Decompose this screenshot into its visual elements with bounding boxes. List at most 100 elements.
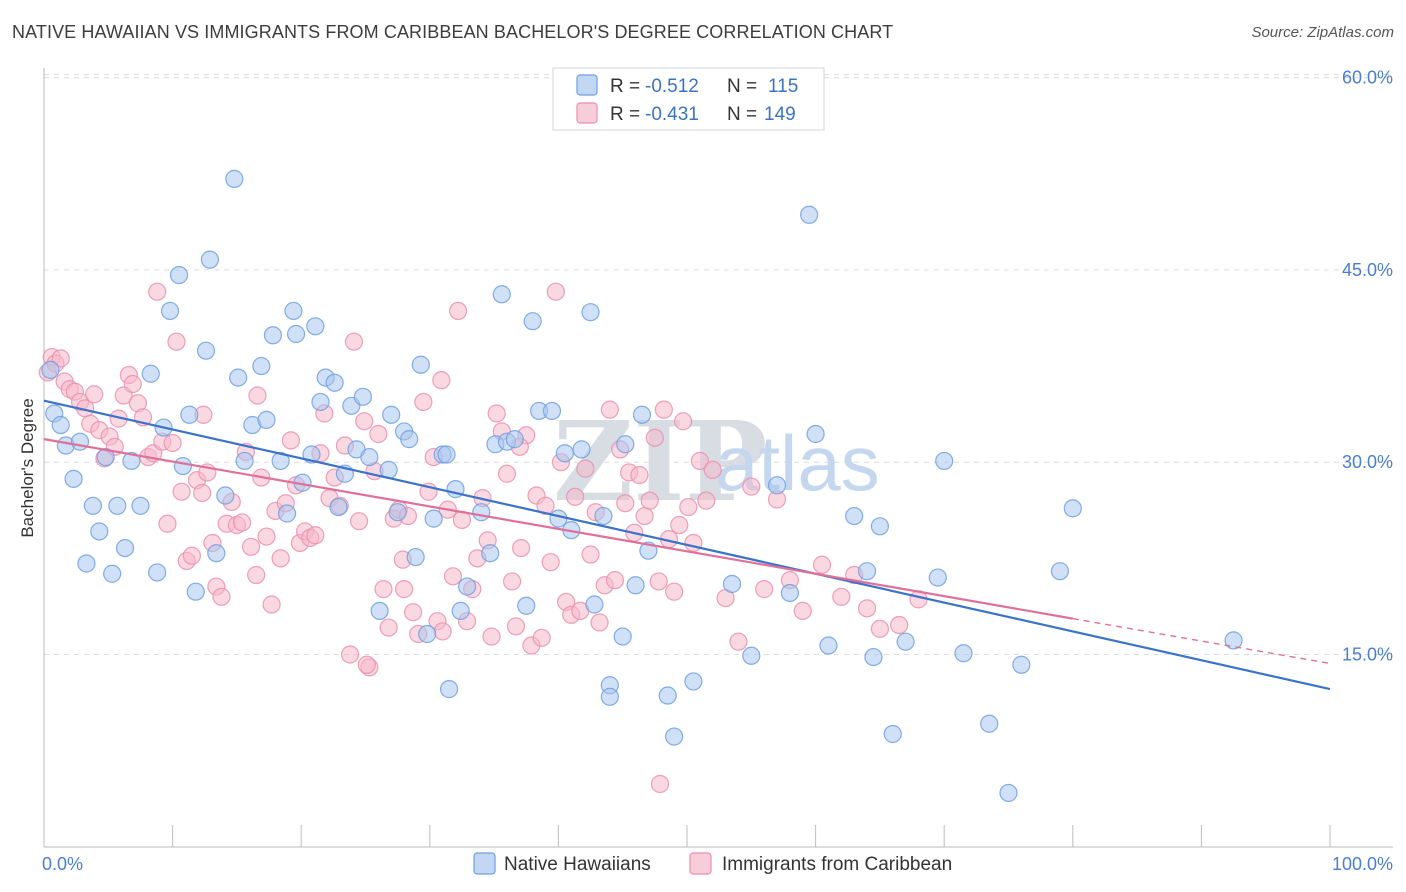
hawaiian-point-25: [207, 544, 226, 563]
legend-swatch-native-hawaiians: [473, 852, 496, 875]
caribbean-point-131: [679, 497, 698, 517]
hawaiian-point-71: [517, 596, 536, 615]
caribbean-point-146: [857, 599, 877, 618]
hawaiian-point-84: [613, 627, 632, 646]
hawaiian-point-53: [388, 503, 407, 522]
caribbean-point-97: [512, 538, 531, 558]
hawaiian-point-63: [451, 601, 470, 621]
caribbean-point-110: [576, 459, 595, 478]
caribbean-point-153: [432, 371, 451, 390]
hawaiian-point-66: [481, 544, 500, 563]
caribbean-point-134: [697, 491, 716, 510]
caribbean-point-40: [232, 513, 252, 532]
hawaiian-point-65: [472, 503, 491, 522]
hawaiian-point-106: [935, 451, 954, 471]
x-tick-label-1: 100.0%: [1332, 854, 1393, 874]
hawaiian-point-49: [360, 447, 379, 467]
hawaiian-point-35: [277, 504, 297, 523]
hawaiian-point-74: [542, 401, 562, 421]
hawaiian-point-24: [200, 250, 219, 269]
trend-lines: [43, 399, 1331, 691]
caribbean-point-77: [414, 392, 433, 412]
gridlines: [44, 74, 1393, 655]
caribbean-point-48: [271, 549, 290, 568]
y-tick-label-1: 30.0%: [1342, 452, 1393, 472]
caribbean-point-84: [448, 301, 468, 321]
hawaiian-point-4: [64, 469, 83, 488]
stats-legend-r-value-pink: -0.431: [645, 104, 699, 125]
hawaiian-point-111: [1050, 562, 1070, 581]
axes: [43, 68, 1393, 848]
hawaiian-point-89: [658, 686, 677, 705]
stats-legend-r-label-pink: R =: [610, 104, 640, 125]
hawaiian-point-81: [594, 506, 613, 526]
caribbean-point-130: [674, 412, 693, 431]
caribbean-point-124: [645, 428, 664, 447]
caribbean-point-129: [670, 515, 689, 535]
stats-legend-n-label-pink: N =: [727, 104, 757, 125]
hawaiian-point-20: [173, 456, 192, 476]
caribbean-point-122: [635, 506, 654, 526]
caribbean-point-68: [369, 424, 388, 444]
caribbean-point-36: [212, 587, 231, 606]
caribbean-point-126: [654, 400, 673, 419]
stats-legend-r-label-blue: R =: [610, 76, 640, 97]
hawaiian-point-78: [572, 440, 591, 459]
hawaiian-point-14: [131, 496, 150, 515]
hawaiian-point-72: [523, 312, 542, 331]
caribbean-point-132: [684, 533, 703, 553]
hawaiian-point-94: [767, 476, 787, 495]
y-tick-label-2: 45.0%: [1342, 260, 1393, 280]
caribbean-point-137: [729, 632, 748, 651]
hawaiian-point-31: [252, 356, 271, 376]
caribbean-point-65: [355, 412, 374, 431]
stats-legend-swatch-blue: [576, 74, 598, 96]
hawaiian-point-61: [439, 680, 459, 699]
hawaiian-point-10: [103, 564, 122, 583]
hawaiian-point-68: [492, 285, 511, 304]
series-hawaiian-points: [41, 169, 1243, 803]
hawaiian-point-36: [284, 301, 303, 321]
hawaiian-point-64: [457, 577, 477, 596]
caribbean-point-18: [123, 374, 142, 394]
hawaiian-point-27: [225, 169, 244, 188]
hawaiian-point-52: [382, 405, 401, 424]
hawaiian-point-79: [581, 303, 600, 322]
caribbean-point-92: [487, 404, 506, 423]
hawaiian-point-13: [122, 451, 141, 471]
hawaiian-point-97: [806, 424, 825, 444]
caribbean-point-115: [600, 400, 619, 419]
hawaiian-point-22: [186, 582, 205, 601]
hawaiian-point-95: [780, 583, 799, 603]
stats-legend-n-value-pink: 149: [764, 104, 796, 125]
chart-title: NATIVE HAWAIIAN VS IMMIGRANTS FROM CARIB…: [12, 22, 894, 42]
caribbean-point-3: [51, 349, 70, 368]
caribbean-point-10: [85, 385, 104, 404]
caribbean-point-94: [497, 464, 517, 483]
caribbean-point-96: [506, 617, 526, 636]
hawaiian-point-92: [722, 574, 742, 594]
hawaiian-point-5: [70, 432, 90, 451]
stats-legend: R = -0.512 N = 115 R = -0.431 N = 149: [552, 67, 825, 131]
stats-legend-r-value-blue: -0.512: [645, 76, 699, 97]
y-tick-label-3: 60.0%: [1342, 68, 1393, 88]
caribbean-point-46: [262, 595, 281, 614]
caribbean-point-143: [812, 555, 832, 574]
hawaiian-point-99: [845, 506, 864, 526]
hawaiian-point-58: [418, 624, 437, 644]
trend-line-1: [43, 438, 1073, 620]
hawaiian-point-101: [864, 647, 883, 667]
hawaiian-point-56: [406, 547, 425, 567]
x-tick-label-0: 0.0%: [42, 854, 83, 874]
hawaiian-point-8: [90, 522, 109, 541]
hawaiian-point-18: [160, 301, 180, 321]
hawaiian-point-9: [96, 447, 115, 467]
hawaiian-point-34: [271, 451, 290, 471]
legend-label-caribbean: Immigrants from Caribbean: [722, 854, 952, 875]
hawaiian-point-19: [169, 265, 189, 285]
caribbean-point-43: [247, 565, 266, 585]
series-legend: Native Hawaiians Immigrants from Caribbe…: [473, 852, 952, 875]
stats-legend-box: [552, 67, 825, 131]
hawaiian-point-50: [370, 601, 389, 621]
hawaiian-point-80: [585, 595, 604, 614]
